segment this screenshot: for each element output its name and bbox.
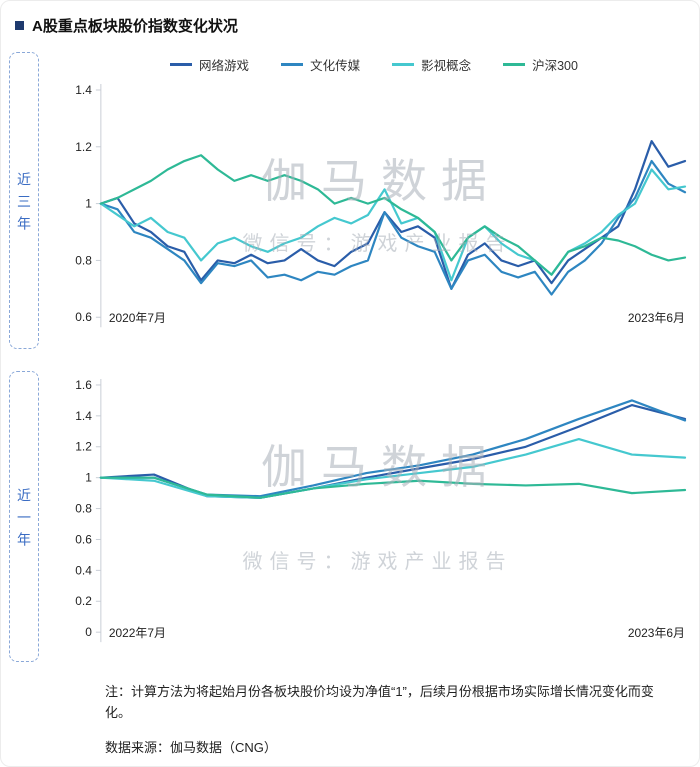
legend-item: 影视概念 (392, 55, 471, 74)
y-tick-label: 0.8 (75, 253, 92, 267)
legend-label: 网络游戏 (199, 58, 250, 73)
legend-swatch-icon (392, 62, 415, 66)
one-year-chart: 伽马数据 微信号：游戏产业报告 1.6 1.4 1.2 1 0.8 0.6 0.4 0.2 0 2… (55, 371, 693, 662)
panel-label-one-year-text: 近一年 (16, 487, 32, 554)
series-line-3 (99, 476, 687, 500)
y-tick-label: 1 (85, 471, 92, 485)
y-tick-label: 1 (85, 197, 92, 211)
legend-swatch-icon (281, 62, 304, 66)
series-line-0 (99, 140, 687, 290)
panel-label-three-year: 近三年 (9, 52, 39, 350)
panel-label-three-year-text: 近三年 (16, 171, 32, 238)
title-bullet-icon (15, 21, 24, 30)
one-year-panel: 近一年 伽马数据 微信号：游戏产业报告 1.6 1.4 1.2 1 0.8 0.6 0.4 0… (9, 371, 693, 663)
legend-item: 网络游戏 (170, 55, 249, 74)
x-axis-end-label: 2023年6月 (628, 626, 685, 640)
y-tick-label: 0.8 (75, 502, 92, 516)
data-source: 数据来源：伽马数据（CNG） (105, 739, 277, 755)
legend-swatch-icon (170, 62, 193, 66)
three-year-chart-svg: 1.4 1.2 1 0.8 0.6 2020年7月 2023年6月 (75, 83, 687, 328)
y-tick-label: 1.6 (75, 378, 92, 392)
y-tick-label: 1.2 (75, 440, 92, 454)
x-axis-start-label: 2020年7月 (109, 311, 166, 325)
chart-legend: 网络游戏 文化传媒 影视概念 沪深300 (55, 52, 693, 76)
legend-item: 文化传媒 (281, 55, 360, 74)
three-year-chart: 网络游戏 文化传媒 影视概念 沪深300 伽马数据 微信号：游戏产业报告 1.4 1.2… (55, 52, 693, 349)
y-tick-label: 1.2 (75, 140, 92, 154)
three-year-panel: 近三年 网络游戏 文化传媒 影视概念 沪深300 伽马数据 微信号：游戏产业报告 1.… (9, 52, 693, 350)
series-line-3 (99, 154, 687, 276)
panel-label-one-year: 近一年 (9, 371, 39, 663)
legend-swatch-icon (503, 62, 526, 66)
series-line-0 (99, 404, 687, 500)
x-axis-end-label: 2023年6月 (628, 311, 685, 325)
y-tick-label: 0 (85, 625, 92, 639)
series-line-2 (99, 168, 687, 282)
y-tick-label: 0.4 (75, 563, 92, 577)
y-tick-label: 0.6 (75, 310, 92, 324)
page-title: A股重点板块股价指数变化状况 (32, 18, 238, 35)
calculation-note: 注：计算方法为将起始月份各板块股价均设为净值“1”，后续月份根据市场实际增长情况… (105, 684, 654, 721)
legend-label: 影视概念 (421, 58, 472, 73)
series-line-1 (99, 159, 687, 296)
one-year-chart-svg: 1.6 1.4 1.2 1 0.8 0.6 0.4 0.2 0 2022年7月 2023年6月 (75, 378, 687, 643)
y-tick-label: 1.4 (75, 83, 92, 97)
x-axis-start-label: 2022年7月 (109, 626, 166, 640)
y-tick-label: 1.4 (75, 409, 92, 423)
y-tick-label: 0.6 (75, 533, 92, 547)
footnotes: 注：计算方法为将起始月份各板块股价均设为净值“1”，后续月份根据市场实际增长情况… (105, 682, 693, 758)
legend-item: 沪深300 (503, 55, 578, 74)
legend-label: 文化传媒 (310, 58, 361, 73)
series-line-2 (99, 438, 687, 500)
y-tick-label: 0.2 (75, 594, 92, 608)
title-row: A股重点板块股价指数变化状况 (9, 11, 693, 44)
legend-label: 沪深300 (532, 58, 578, 73)
